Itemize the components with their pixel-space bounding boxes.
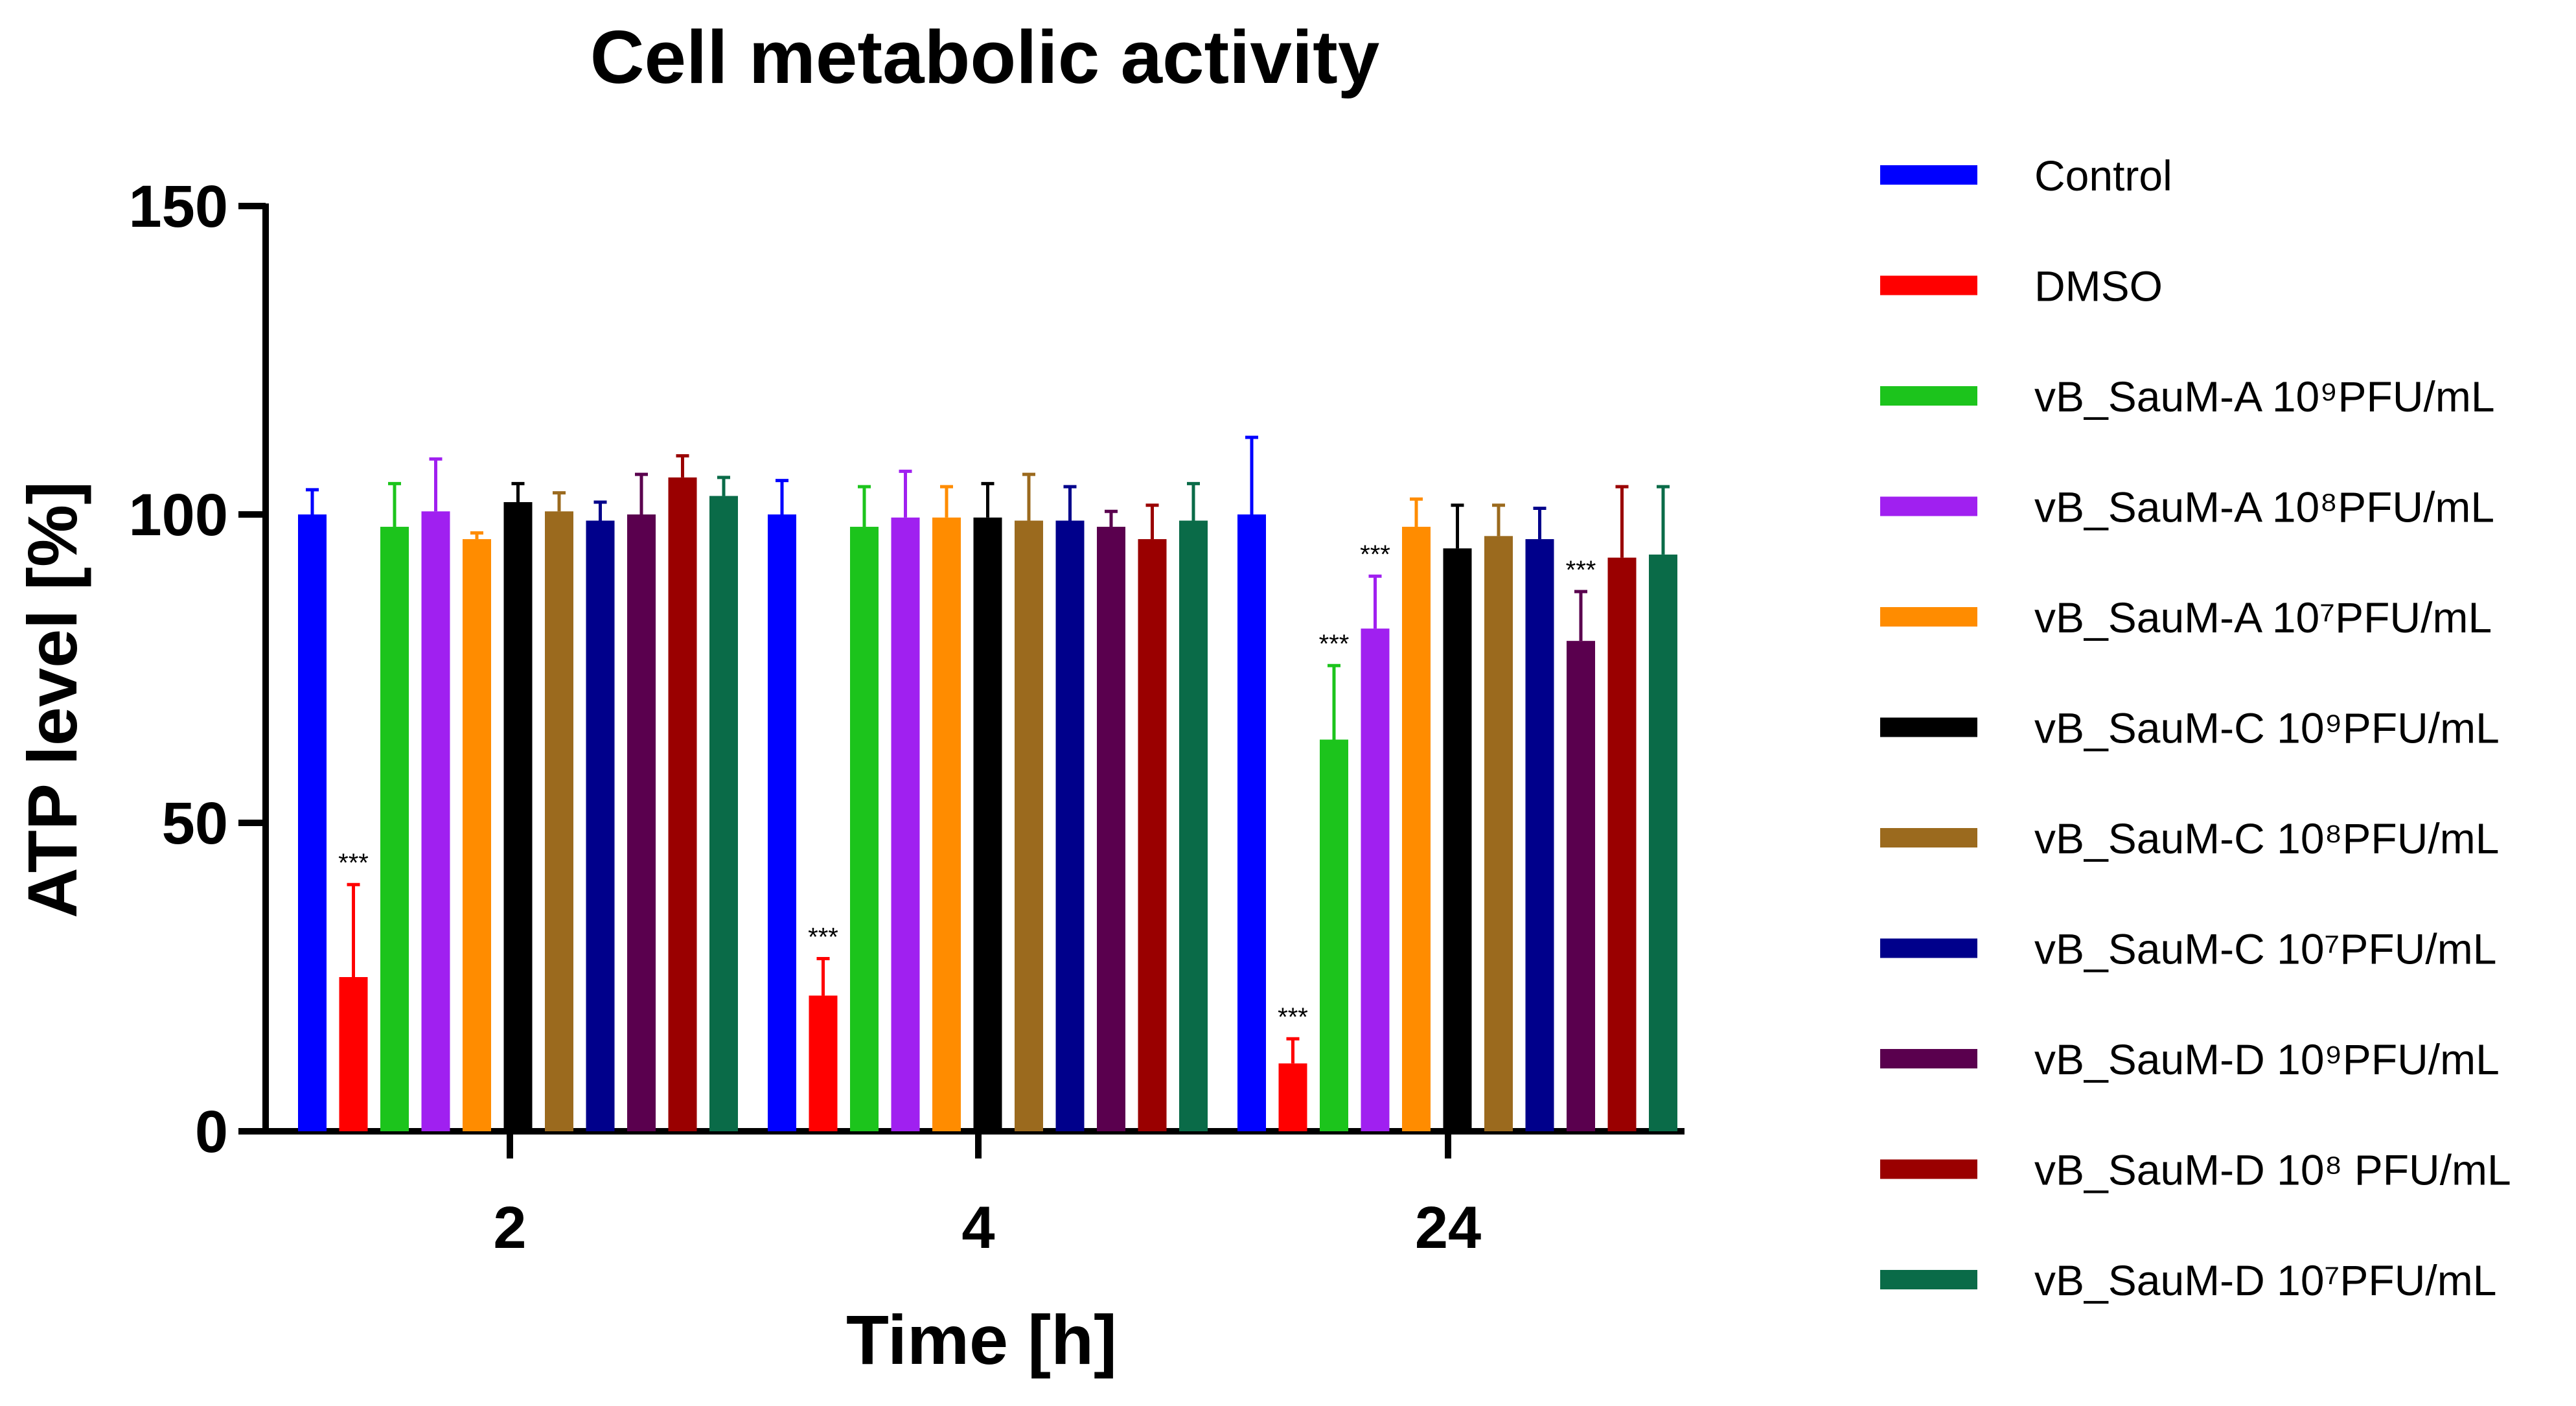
- significance-marker: ***: [1319, 630, 1350, 658]
- significance-marker: ***: [1566, 556, 1596, 584]
- y-tick-label: 0: [195, 1099, 228, 1165]
- legend-label: vB_SauM-D 10⁷PFU/mL: [2034, 1256, 2496, 1304]
- bar: [850, 527, 879, 1131]
- bar: [1320, 739, 1348, 1131]
- bar: [668, 477, 697, 1131]
- bar: [1443, 548, 1472, 1131]
- bar: [380, 527, 409, 1131]
- chart-title: Cell metabolic activity: [590, 15, 1379, 99]
- bar: [1179, 520, 1208, 1131]
- bar: [627, 514, 656, 1131]
- x-tick-label: 24: [1415, 1195, 1481, 1261]
- legend-swatch: [1880, 1049, 1977, 1068]
- bar: [1484, 536, 1513, 1131]
- bar: [1237, 514, 1266, 1131]
- legend-swatch: [1880, 607, 1977, 627]
- legend-swatch: [1880, 938, 1977, 958]
- legend-label: vB_SauM-A 10⁷PFU/mL: [2034, 594, 2492, 641]
- bar: [1097, 527, 1125, 1131]
- y-axis-title: ATP level [%]: [13, 481, 91, 918]
- bar: [463, 539, 491, 1131]
- x-axis-title: Time [h]: [846, 1300, 1117, 1379]
- legend-swatch: [1880, 717, 1977, 737]
- bar: [891, 517, 920, 1131]
- legend-label: vB_SauM-A 10⁸PFU/mL: [2034, 483, 2494, 531]
- legend-swatch: [1880, 275, 1977, 295]
- significance-marker: ***: [808, 923, 838, 951]
- bar: [709, 496, 738, 1131]
- bar: [1649, 554, 1677, 1131]
- bar: [973, 517, 1002, 1131]
- bar: [809, 995, 838, 1131]
- bar: [1361, 628, 1390, 1131]
- legend-swatch: [1880, 1159, 1977, 1179]
- legend-swatch: [1880, 1270, 1977, 1289]
- legend-swatch: [1880, 828, 1977, 847]
- bar: [298, 514, 327, 1131]
- x-tick-label: 2: [493, 1195, 526, 1261]
- legend-label: vB_SauM-C 10⁸PFU/mL: [2034, 814, 2499, 862]
- legend-label: vB_SauM-D 10⁹PFU/mL: [2034, 1035, 2500, 1083]
- bar: [932, 517, 961, 1131]
- bar: [1607, 557, 1637, 1131]
- x-tick-label: 4: [961, 1195, 995, 1261]
- bar: [1278, 1063, 1307, 1131]
- bar: [1525, 539, 1554, 1131]
- legend: Control DMSO vB_SauM-A 10⁹PFU/mL vB_SauM-A …: [1880, 152, 2511, 1304]
- legend-label: DMSO: [2034, 262, 2163, 310]
- bar: [586, 520, 615, 1131]
- significance-marker: ***: [338, 849, 369, 877]
- legend-swatch: [1880, 496, 1977, 516]
- legend-label: vB_SauM-C 10⁷PFU/mL: [2034, 925, 2496, 973]
- bar: [1055, 520, 1085, 1131]
- legend-label: vB_SauM-C 10⁹PFU/mL: [2034, 704, 2500, 752]
- y-tick-label: 100: [129, 482, 229, 548]
- legend-label: vB_SauM-A 10⁹PFU/mL: [2034, 373, 2495, 421]
- y-tick-label: 150: [129, 174, 229, 240]
- legend-swatch: [1880, 165, 1977, 185]
- legend-swatch: [1880, 386, 1977, 406]
- bar: [339, 977, 368, 1131]
- significance-marker: ***: [1278, 1003, 1308, 1031]
- bar: [1015, 520, 1043, 1131]
- bar: [1138, 539, 1167, 1131]
- legend-label: Control: [2034, 152, 2172, 200]
- bar: [421, 511, 450, 1131]
- legend-label: vB_SauM-D 10⁸ PFU/mL: [2034, 1146, 2511, 1194]
- bar: [503, 501, 533, 1131]
- y-tick-label: 50: [162, 790, 228, 857]
- bar: [1402, 527, 1431, 1131]
- bar: [545, 511, 573, 1131]
- bar: [768, 514, 796, 1131]
- bars-group: *** *** *** *** *** ***: [298, 435, 1677, 1131]
- significance-marker: ***: [1360, 540, 1390, 569]
- bar: [1567, 641, 1595, 1131]
